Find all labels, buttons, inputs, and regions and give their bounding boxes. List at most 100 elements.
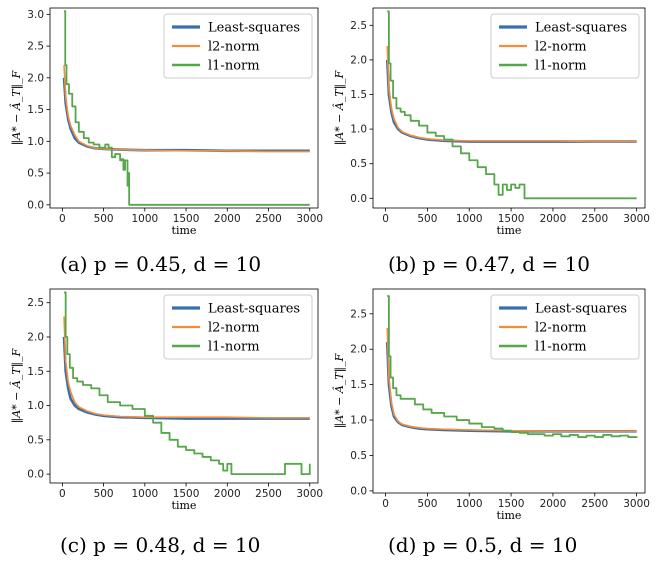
legend-label: l2-norm	[535, 321, 587, 336]
x-tick-label: 1500	[173, 213, 200, 225]
y-tick-label: 0.5	[27, 434, 44, 446]
x-tick-label: 0	[59, 213, 66, 225]
chart-c-svg: 0 500 1000 1500 2000 2500 3000 0.0 0.5 1.0 1.5 2.0 2…	[9, 288, 323, 512]
y-tick-label: 0.5	[27, 168, 44, 180]
x-tick-label: 2500	[581, 213, 608, 225]
x-tick-label: 2000	[540, 213, 567, 225]
x-tick-label: 3000	[623, 213, 650, 225]
series-line-l2-norm	[63, 316, 310, 419]
y-tick-label: 2.0	[27, 72, 44, 84]
chart-panel-a: 0 500 1000 1500 2000 2500 3000 0.0 0.5 1.0 1.5 2.0 2…	[0, 0, 328, 290]
series-line-least-squares	[62, 77, 310, 153]
caption-b: (b) p = 0.47, d = 10	[388, 252, 591, 276]
x-tick-label: 0	[382, 498, 389, 510]
y-axis-label: ‖A* − Â_T‖_F	[332, 70, 347, 145]
x-tick-label: 1000	[456, 213, 483, 225]
legend-label: Least-squares	[208, 302, 300, 317]
x-tick-label: 1500	[498, 498, 525, 510]
y-tick-label: 0.0	[27, 469, 44, 481]
y-tick-label: 2.5	[350, 308, 367, 320]
legend-label: l1-norm	[535, 59, 587, 74]
series-line-l2-norm	[386, 46, 637, 143]
x-tick-label: 500	[94, 213, 114, 225]
y-axis-label: ‖A* − Â_T‖_F	[332, 353, 347, 428]
y-tick-label: 1.0	[27, 136, 44, 148]
caption-c: (c) p = 0.48, d = 10	[60, 533, 261, 557]
y-tick-label: 1.5	[350, 89, 367, 101]
x-tick-label: 3000	[296, 213, 323, 225]
x-tick-label: 500	[417, 498, 437, 510]
legend-box	[163, 294, 313, 360]
y-tick-label: 0.0	[350, 485, 367, 497]
y-tick-label: 1.5	[27, 366, 44, 378]
y-tick-label: 0.0	[27, 199, 44, 211]
legend-label: l2-norm	[208, 321, 260, 336]
legend-box	[490, 13, 640, 79]
y-tick-label: 2.5	[27, 41, 44, 53]
x-tick-label: 500	[94, 488, 114, 500]
y-tick-label: 2.0	[350, 54, 367, 66]
x-axis-label: time	[172, 224, 197, 237]
plot-frame-c	[49, 288, 319, 484]
y-tick-label: 3.0	[27, 9, 44, 21]
y-tick-label: 1.0	[350, 124, 367, 136]
x-tick-label: 2500	[255, 213, 282, 225]
y-tick-label: 0.5	[350, 158, 367, 170]
x-tick-label: 2500	[255, 488, 282, 500]
legend-label: l1-norm	[208, 340, 260, 355]
x-tick-label: 1000	[131, 488, 158, 500]
chart-a-svg: 0 500 1000 1500 2000 2500 3000 0.0 0.5 1.0 1.5 2.0 2…	[9, 7, 323, 237]
chart-b-svg: 0 500 1000 1500 2000 2500 3000 0.0 0.5 1.0 1.5 2.0 2…	[332, 7, 650, 237]
plot-frame-a	[49, 7, 319, 209]
y-tick-label: 2.5	[27, 297, 44, 309]
x-tick-label: 2500	[581, 498, 608, 510]
x-tick-label: 3000	[623, 498, 650, 510]
chart-panel-d: 0 500 1000 1500 2000 2500 3000 0.0 0.5 1.0 1.5 2.0 2…	[330, 283, 657, 563]
y-tick-label: 2.0	[350, 344, 367, 356]
x-tick-label: 1000	[456, 498, 483, 510]
y-axis-label: ‖A* − Â_T‖_F	[9, 70, 24, 145]
x-tick-label: 2000	[214, 488, 241, 500]
series-line-l1-norm	[64, 10, 310, 206]
series-line-l1-norm	[387, 10, 637, 200]
plot-frame-d	[372, 288, 646, 494]
x-tick-label: 1000	[131, 213, 158, 225]
x-tick-label: 2000	[540, 498, 567, 510]
x-tick-label: 0	[59, 488, 66, 500]
y-tick-label: 2.0	[27, 331, 44, 343]
series-line-l1-norm	[64, 291, 311, 475]
y-tick-label: 0.5	[350, 450, 367, 462]
chart-panel-b: 0 500 1000 1500 2000 2500 3000 0.0 0.5 1.0 1.5 2.0 2…	[330, 0, 657, 290]
x-tick-label: 1500	[173, 488, 200, 500]
y-tick-label: 1.5	[27, 104, 44, 116]
legend-label: l1-norm	[535, 340, 587, 355]
y-tick-label: 1.5	[350, 379, 367, 391]
y-tick-label: 0.0	[350, 193, 367, 205]
x-tick-label: 500	[417, 213, 437, 225]
legend-box	[490, 294, 640, 360]
chart-panel-c: 0 500 1000 1500 2000 2500 3000 0.0 0.5 1.0 1.5 2.0 2…	[0, 283, 328, 563]
legend-label: l2-norm	[208, 40, 260, 55]
chart-d-svg: 0 500 1000 1500 2000 2500 3000 0.0 0.5 1.0 1.5 2.0 2…	[332, 288, 650, 522]
series-line-l2-norm	[386, 327, 637, 433]
y-tick-label: 1.0	[27, 400, 44, 412]
caption-a: (a) p = 0.45, d = 10	[60, 252, 262, 276]
legend-label: Least-squares	[535, 21, 627, 36]
series-line-l1-norm	[387, 295, 638, 438]
y-tick-label: 1.0	[350, 415, 367, 427]
x-axis-label: time	[497, 224, 522, 237]
x-tick-label: 2000	[214, 213, 241, 225]
x-tick-label: 3000	[296, 488, 323, 500]
legend-label: Least-squares	[535, 302, 627, 317]
series-line-l2-norm	[63, 65, 310, 153]
x-tick-label: 0	[382, 213, 389, 225]
caption-d: (d) p = 0.5, d = 10	[388, 533, 578, 557]
x-axis-label: time	[172, 499, 197, 512]
y-tick-label: 2.5	[350, 20, 367, 32]
legend-label: l2-norm	[535, 40, 587, 55]
plot-frame-b	[372, 7, 646, 209]
legend-label: l1-norm	[208, 59, 260, 74]
x-tick-label: 1500	[498, 213, 525, 225]
legend-label: Least-squares	[208, 21, 300, 36]
y-axis-label: ‖A* − Â_T‖_F	[9, 348, 24, 423]
